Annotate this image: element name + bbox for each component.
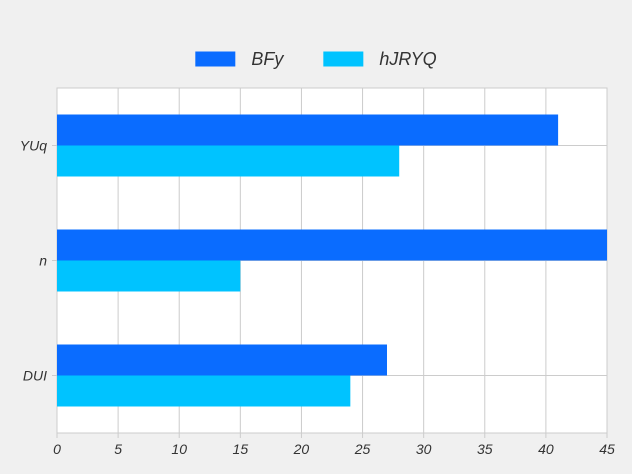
legend-item: BFy xyxy=(195,49,284,69)
x-tick-label: 0 xyxy=(53,441,61,457)
bar-hJRYQ-YUq xyxy=(57,145,400,177)
bar-hJRYQ-n xyxy=(57,260,241,292)
bar-BFy-n xyxy=(57,229,607,261)
y-category-label: YUq xyxy=(20,138,47,154)
x-axis: 0 5 10 15 20 25 30 35 40 45 xyxy=(53,433,615,457)
x-tick-label: 40 xyxy=(538,441,554,457)
x-tick-label: 5 xyxy=(114,441,122,457)
legend-label: hJRYQ xyxy=(379,49,436,69)
legend-swatch xyxy=(323,51,364,67)
y-axis: YUq n DUI xyxy=(20,138,57,384)
legend-item: hJRYQ xyxy=(323,49,437,69)
legend-label: BFy xyxy=(251,49,284,69)
bar-BFy-YUq xyxy=(57,114,559,146)
bar-hJRYQ-DUI xyxy=(57,375,351,407)
legend: BFy hJRYQ xyxy=(195,49,437,69)
x-tick-label: 45 xyxy=(599,441,615,457)
x-tick-label: 10 xyxy=(171,441,187,457)
x-tick-label: 15 xyxy=(233,441,249,457)
x-tick-label: 20 xyxy=(293,441,310,457)
y-category-label: DUI xyxy=(23,368,47,384)
x-tick-label: 25 xyxy=(354,441,371,457)
legend-swatch xyxy=(195,51,236,67)
bars xyxy=(57,114,607,407)
bar-BFy-DUI xyxy=(57,344,387,376)
x-tick-label: 30 xyxy=(416,441,432,457)
x-tick-label: 35 xyxy=(477,441,493,457)
y-category-label: n xyxy=(39,253,47,269)
